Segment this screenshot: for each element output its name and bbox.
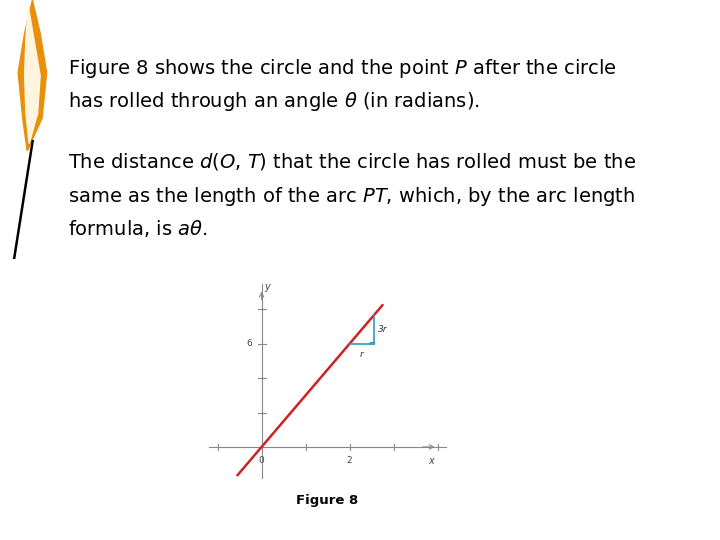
Text: 0: 0 xyxy=(258,456,264,465)
Text: 21: 21 xyxy=(670,519,695,538)
Text: 2: 2 xyxy=(347,456,352,465)
Text: has rolled through an angle $\theta$ (in radians).: has rolled through an angle $\theta$ (in… xyxy=(68,90,480,113)
Text: formula, is $a\theta$.: formula, is $a\theta$. xyxy=(68,218,208,239)
Text: 3r: 3r xyxy=(378,325,387,334)
Text: x: x xyxy=(428,456,434,467)
Text: Figure 8: Figure 8 xyxy=(297,494,359,507)
Text: r: r xyxy=(360,350,364,359)
Text: same as the length of the arc $PT$, which, by the arc length: same as the length of the arc $PT$, whic… xyxy=(68,185,636,208)
Polygon shape xyxy=(18,0,47,151)
Text: 6: 6 xyxy=(246,339,252,348)
Text: y: y xyxy=(264,282,270,292)
Polygon shape xyxy=(24,8,40,144)
Text: The distance $d$($O$, $T$) that the circle has rolled must be the: The distance $d$($O$, $T$) that the circ… xyxy=(68,151,636,172)
Text: Figure 8 shows the circle and the point $P$ after the circle: Figure 8 shows the circle and the point … xyxy=(68,57,617,80)
